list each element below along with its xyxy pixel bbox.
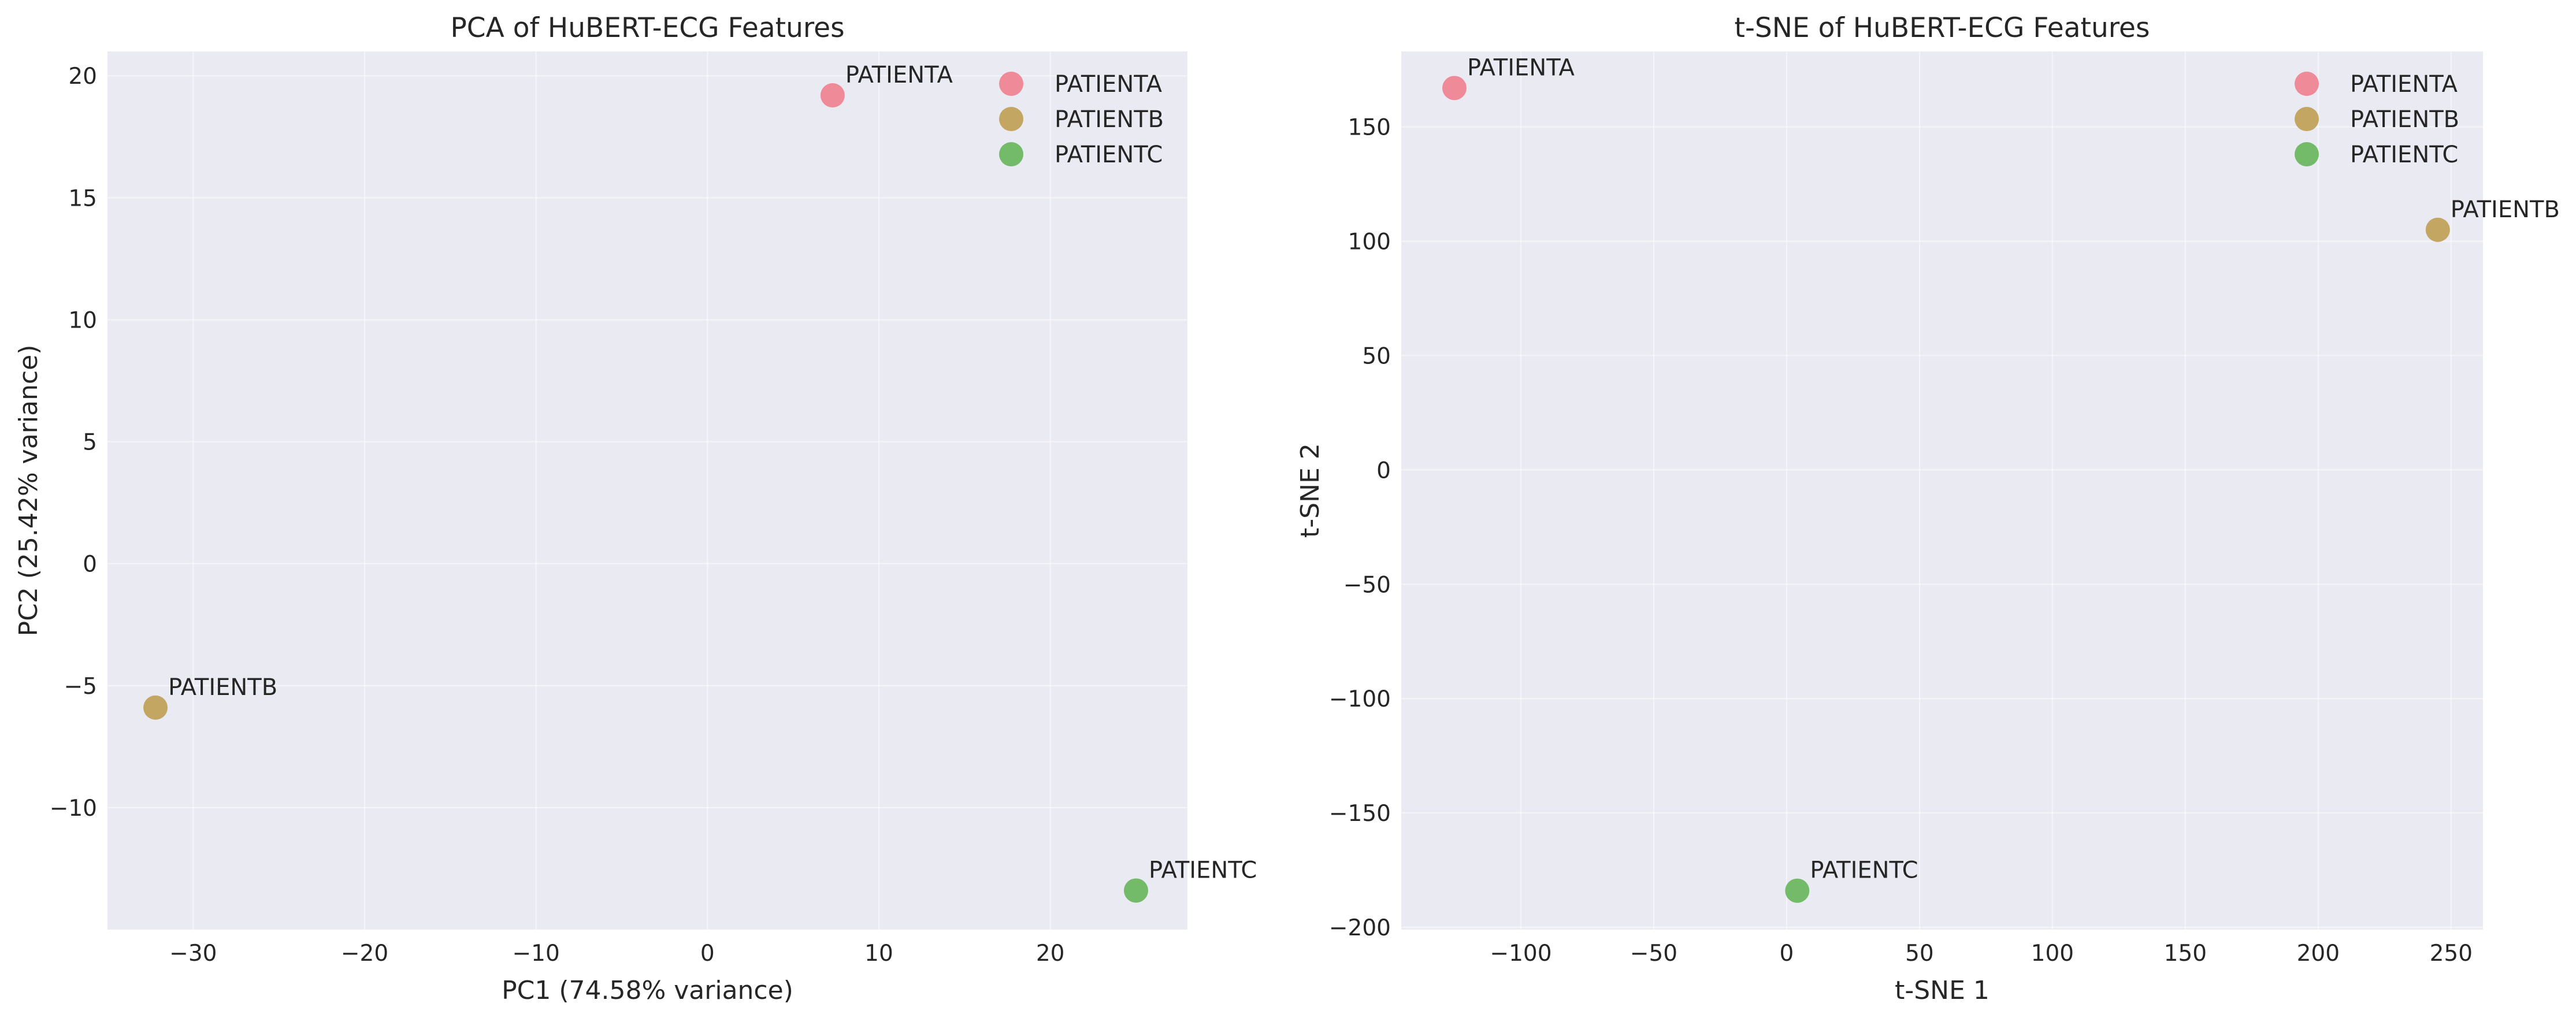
tsne-y-tick-label: 150	[1348, 115, 1391, 141]
pca-y-tick-label: 0	[83, 552, 97, 578]
tsne-y-tick-label: 50	[1362, 343, 1391, 369]
tsne-x-axis-label: t-SNE 1	[1895, 976, 1989, 1005]
pca-x-tick-label: 10	[864, 941, 893, 967]
tsne-chart-title: t-SNE of HuBERT-ECG Features	[1735, 12, 2150, 44]
tsne-x-tick-label: −50	[1630, 941, 1677, 967]
tsne-point-patientb	[2425, 217, 2450, 242]
pca-point-label-patientc: PATIENTC	[1149, 857, 1257, 883]
pca-x-tick-label: 0	[700, 941, 715, 967]
tsne-x-tick-label: 150	[2164, 941, 2207, 967]
pca-legend-marker-patienta	[999, 72, 1023, 96]
pca-x-tick-label: −10	[513, 941, 560, 967]
pca-legend-label-patienta: PATIENTA	[1055, 71, 1163, 98]
pca-y-tick-label: 5	[83, 430, 97, 456]
pca-point-label-patientb: PATIENTB	[168, 674, 277, 701]
tsne-x-tick-label: 0	[1780, 941, 1794, 967]
pca-x-tick-label: 20	[1036, 941, 1065, 967]
pca-y-tick-label: −10	[50, 796, 97, 822]
pca-point-patientb	[143, 695, 168, 720]
pca-point-label-patienta: PATIENTA	[845, 62, 953, 88]
tsne-panel: −100 −50 0 50 100 150 200 250 −200 −150 −100 −50 0 50…	[1296, 12, 2560, 1005]
pca-point-patienta	[820, 83, 845, 107]
tsne-y-tick-label: −50	[1343, 572, 1391, 598]
tsne-point-patienta	[1442, 76, 1467, 101]
tsne-y-tick-label: 0	[1376, 458, 1391, 484]
pca-y-tick-label: −5	[64, 674, 98, 700]
tsne-y-tick-label: 100	[1348, 229, 1391, 255]
tsne-legend-marker-patientb	[2295, 107, 2319, 131]
pca-y-tick-label: 15	[68, 185, 97, 211]
tsne-x-tick-label: −100	[1490, 941, 1551, 967]
tsne-legend-label-patienta: PATIENTA	[2350, 71, 2458, 98]
tsne-x-tick-label: 100	[2031, 941, 2074, 967]
tsne-point-patientc	[1785, 878, 1810, 903]
tsne-x-tick-label: 50	[1905, 941, 1934, 967]
tsne-x-tick-label: 200	[2297, 941, 2340, 967]
tsne-plot-area	[1401, 51, 2483, 930]
pca-x-tick-label: −20	[341, 941, 388, 967]
tsne-point-label-patientb: PATIENTB	[2451, 196, 2560, 223]
tsne-y-tick-label: −100	[1329, 686, 1391, 712]
pca-x-tick-label: −30	[169, 941, 217, 967]
tsne-legend-label-patientb: PATIENTB	[2350, 106, 2459, 133]
pca-y-tick-label: 20	[68, 64, 97, 90]
tsne-y-tick-label: −200	[1329, 915, 1391, 941]
pca-chart-title: PCA of HuBERT-ECG Features	[450, 12, 844, 44]
tsne-legend-marker-patientc	[2295, 142, 2319, 166]
pca-x-axis-label: PC1 (74.58% variance)	[502, 976, 793, 1005]
tsne-point-label-patientc: PATIENTC	[1810, 857, 1918, 884]
pca-panel: −30 −20 −10 0 10 20 −10 −5 0 5 10 15 20 PCA of HuBERT…	[14, 12, 1257, 1005]
tsne-legend-marker-patienta	[2295, 72, 2319, 96]
pca-plot-area	[107, 51, 1187, 930]
tsne-x-tick-label: 250	[2430, 941, 2473, 967]
pca-legend-label-patientc: PATIENTC	[1055, 142, 1163, 168]
pca-legend-marker-patientc	[999, 142, 1023, 166]
pca-y-tick-label: 10	[68, 307, 97, 333]
pca-y-axis-label: PC2 (25.42% variance)	[14, 345, 43, 637]
pca-legend-marker-patientb	[999, 107, 1023, 131]
pca-point-patientc	[1124, 878, 1148, 903]
tsne-point-label-patienta: PATIENTA	[1467, 54, 1575, 81]
tsne-y-tick-label: −150	[1329, 801, 1391, 827]
pca-legend-label-patientb: PATIENTB	[1055, 106, 1164, 133]
tsne-y-axis-label: t-SNE 2	[1296, 443, 1325, 538]
tsne-legend-label-patientc: PATIENTC	[2350, 142, 2458, 168]
